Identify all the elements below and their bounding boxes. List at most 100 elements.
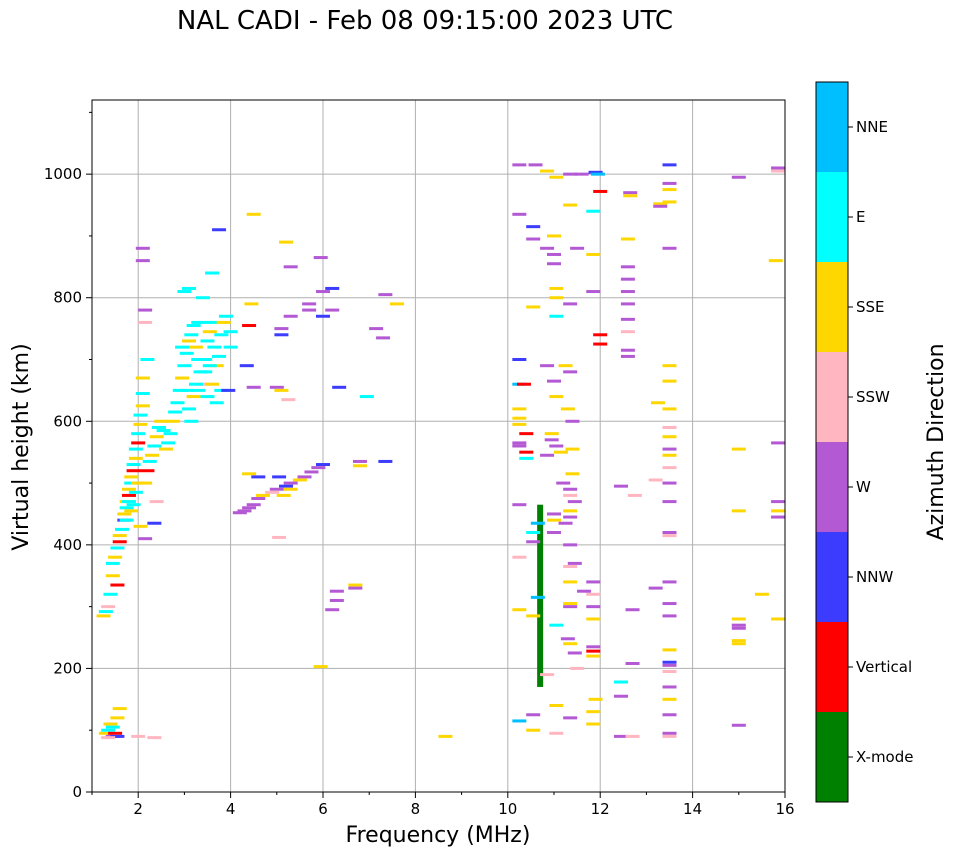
colorbar-label: Azimuth Direction	[924, 343, 949, 540]
y-tick-label: 800	[53, 289, 82, 307]
echo-point	[376, 336, 391, 340]
echo-point	[378, 293, 393, 297]
echo-point	[586, 592, 601, 596]
echo-point	[239, 364, 254, 368]
echo-point	[128, 456, 143, 460]
echo-point	[200, 395, 215, 399]
y-tick-label: 0	[72, 783, 82, 801]
echo-point	[662, 246, 677, 250]
echo-point	[135, 259, 150, 263]
echo-point	[512, 719, 527, 723]
echo-point	[163, 432, 178, 436]
echo-point	[251, 497, 266, 501]
echo-point	[731, 639, 746, 643]
echo-point	[662, 453, 677, 457]
echo-point	[105, 574, 120, 578]
echo-point	[565, 472, 580, 476]
echo-point	[662, 447, 677, 451]
echo-point	[563, 605, 578, 609]
chart-title: NAL CADI - Feb 08 09:15:00 2023 UTC	[176, 6, 674, 36]
echo-point	[154, 419, 169, 423]
echo-point	[121, 493, 136, 497]
echo-point	[158, 447, 173, 451]
echo-point	[731, 617, 746, 621]
echo-point	[205, 320, 220, 324]
echo-point	[316, 314, 330, 318]
echo-point	[274, 333, 289, 337]
echo-points	[96, 163, 786, 740]
echo-point	[110, 583, 125, 587]
echo-point	[329, 598, 344, 602]
echo-point	[237, 509, 252, 513]
echo-point	[620, 317, 635, 321]
echo-point	[112, 534, 127, 538]
echo-point	[195, 296, 210, 300]
echo-point	[526, 305, 541, 309]
echo-point	[771, 500, 786, 504]
echo-point	[563, 302, 578, 306]
echo-point	[179, 351, 194, 355]
echo-point	[191, 320, 206, 324]
echo-point	[182, 339, 197, 343]
echo-point	[620, 277, 635, 281]
echo-point	[549, 286, 564, 290]
echo-point	[620, 330, 635, 334]
echo-point	[214, 333, 229, 337]
echo-point	[563, 509, 578, 513]
echo-point	[188, 382, 203, 386]
echo-point	[246, 212, 261, 216]
echo-point	[133, 422, 148, 426]
echo-point	[662, 713, 677, 717]
echo-point	[140, 358, 155, 361]
colorbar-label-nnw: NNW	[856, 568, 893, 586]
echo-point	[124, 475, 139, 479]
echo-point	[586, 617, 601, 621]
echo-point	[223, 330, 238, 334]
echo-point	[165, 419, 180, 423]
echo-point	[269, 385, 284, 389]
echo-point	[269, 487, 284, 491]
echo-point	[526, 540, 541, 544]
echo-point	[151, 425, 166, 429]
echo-point	[563, 370, 578, 374]
echo-point	[771, 617, 786, 621]
echo-point	[771, 441, 786, 445]
echo-point	[570, 246, 585, 250]
echo-point	[117, 512, 132, 516]
echo-point	[325, 286, 340, 290]
echo-point	[119, 506, 134, 510]
echo-point	[352, 459, 367, 463]
echo-point	[662, 534, 677, 538]
echo-point	[232, 511, 247, 515]
colorbar-label-ssw: SSW	[856, 388, 890, 406]
echo-point	[378, 459, 393, 463]
echo-point	[662, 697, 677, 701]
echo-point	[135, 391, 150, 395]
echo-point	[662, 670, 677, 674]
echo-point	[142, 459, 157, 463]
echo-point	[138, 320, 153, 324]
echo-point	[156, 429, 171, 433]
echo-point	[574, 172, 589, 176]
echo-point	[216, 320, 231, 324]
echo-point	[613, 734, 628, 738]
echo-point	[547, 518, 561, 522]
echo-point	[313, 256, 328, 260]
echo-point	[242, 506, 257, 510]
echo-point	[771, 515, 786, 519]
echo-point	[149, 500, 164, 504]
echo-point	[131, 432, 146, 436]
echo-point	[207, 345, 222, 349]
echo-point	[556, 481, 571, 485]
echo-point	[625, 608, 640, 612]
echo-point	[563, 580, 578, 584]
echo-point	[731, 723, 746, 727]
echo-point	[547, 252, 561, 256]
echo-point	[112, 540, 127, 544]
echo-point	[662, 481, 677, 485]
echo-point	[103, 722, 118, 726]
echo-point	[593, 189, 608, 193]
echo-point	[218, 314, 233, 318]
echo-point	[186, 324, 201, 328]
echo-point	[161, 441, 176, 445]
